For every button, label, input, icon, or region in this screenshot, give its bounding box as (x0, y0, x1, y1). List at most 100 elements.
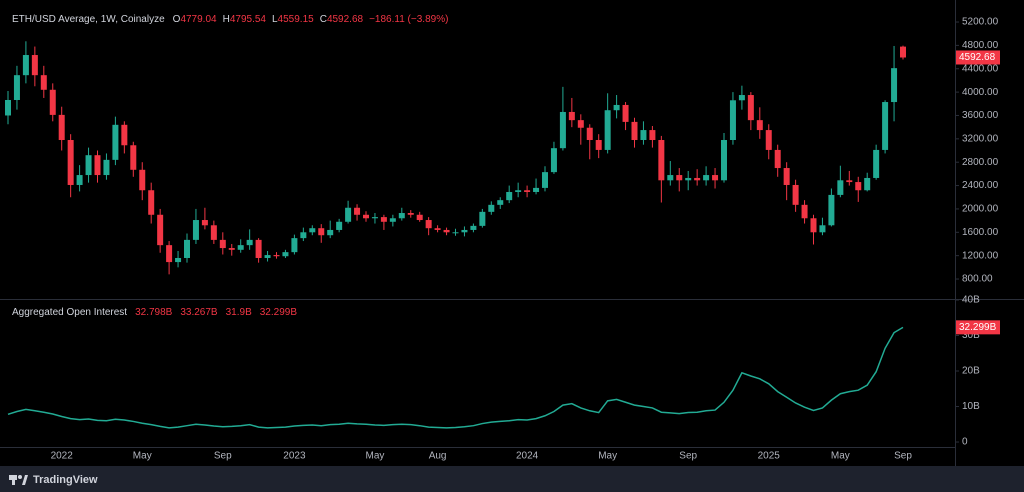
legend-key: O (173, 14, 181, 25)
x-tick-label: Sep (679, 451, 697, 462)
candle-body (828, 194, 835, 226)
candle-body (40, 75, 47, 90)
y-tick-label: 4400.00 (962, 63, 999, 74)
candle-body (291, 238, 298, 253)
x-tick-label: Sep (894, 451, 912, 462)
candle-body (738, 95, 745, 101)
candle-body (747, 95, 754, 121)
candle-body (649, 130, 656, 141)
candle-body (273, 255, 280, 257)
last-price-label: 4592.68 (959, 52, 996, 63)
candle-body (837, 180, 844, 195)
candle-body (407, 213, 414, 215)
legend-value: 33.267B (180, 307, 218, 318)
last-value-tag (956, 320, 1000, 335)
candle-body (443, 229, 450, 233)
legend-value: 4592.68 (327, 14, 364, 25)
x-tick-label: Aug (429, 451, 447, 462)
candle-body (542, 172, 548, 188)
legend-key: L (272, 14, 278, 25)
candle-body (550, 148, 557, 173)
legend-value: 32.299B (260, 307, 298, 318)
candle-body (819, 225, 826, 233)
legend-value: 31.9B (226, 307, 252, 318)
candle-body (846, 180, 853, 183)
candle-body (729, 100, 736, 141)
x-tick-label: May (365, 451, 384, 462)
candle-body (336, 221, 343, 230)
candle-body (363, 214, 369, 219)
candle-body (900, 46, 906, 58)
candle-body (103, 159, 110, 176)
legend-title: Aggregated Open Interest (12, 307, 127, 318)
candle-body (282, 252, 289, 257)
candle-body (783, 168, 790, 185)
y-tick-label: 2800.00 (962, 157, 999, 168)
y-tick-label: 3600.00 (962, 110, 999, 121)
y-tick-label: 1200.00 (962, 250, 999, 261)
candle-body (192, 220, 199, 240)
candle-body (31, 55, 38, 76)
brand-name: TradingView (33, 474, 98, 486)
legend-value: 32.798B (135, 307, 173, 318)
y-tick-label: 4800.00 (962, 40, 999, 51)
y-tick-label: 5200.00 (962, 17, 999, 28)
candle-body (524, 190, 531, 192)
candle-body (479, 211, 486, 226)
candle-body (676, 175, 683, 181)
candle-body (219, 239, 226, 249)
candle-body (694, 177, 701, 181)
candle-body (756, 120, 763, 131)
candle-body (640, 130, 647, 141)
candle-body (810, 218, 817, 233)
candle-body (398, 213, 405, 219)
y-tick-label: 40B (962, 295, 980, 306)
candle-body (112, 124, 119, 160)
candle-body (318, 228, 325, 236)
candle-body (685, 177, 692, 181)
candle-body (264, 255, 271, 258)
y-tick-label: 800.00 (962, 274, 993, 285)
last-value-label: 32.299B (959, 322, 997, 333)
candle-body (712, 175, 719, 181)
candle-body (157, 214, 164, 246)
candle-body (622, 104, 629, 122)
x-tick-label: May (598, 451, 617, 462)
candle-body (703, 175, 710, 181)
candle-body (613, 104, 620, 111)
brand-logo (9, 475, 28, 485)
candle-body (568, 111, 575, 121)
x-tick-label: Sep (214, 451, 232, 462)
footer-bar (0, 466, 1024, 492)
candle-body (586, 127, 593, 141)
y-tick-label: 3200.00 (962, 133, 999, 144)
oi-line (7, 326, 904, 429)
candle-body (873, 149, 880, 178)
candle-body (765, 130, 772, 150)
candle-body (5, 99, 11, 116)
candle-body (864, 177, 871, 191)
y-tick-label: 30B (962, 330, 980, 341)
candle-body (470, 225, 477, 230)
candle-body (774, 149, 781, 169)
y-tick-label: 4000.00 (962, 87, 999, 98)
candle-body (434, 228, 441, 230)
y-tick-label: 0 (962, 437, 968, 448)
legend-change: −186.11 (−3.89%) (369, 14, 448, 25)
oi-legend: Aggregated Open Interest 32.798B 33.267B 31… (12, 307, 297, 318)
candle-body (721, 140, 727, 181)
legend-key: C (320, 14, 327, 25)
candle-body (801, 204, 808, 219)
candle-body (85, 155, 92, 176)
candle-body (300, 232, 307, 239)
candle-body (891, 68, 898, 103)
candle-body (67, 140, 74, 185)
candle-body (13, 75, 20, 100)
candle-body (855, 182, 862, 191)
candle-body (667, 175, 674, 181)
candle-body (658, 140, 665, 181)
last-price-tag (956, 50, 1000, 65)
candle-body (22, 55, 29, 76)
candle-body (882, 102, 889, 150)
